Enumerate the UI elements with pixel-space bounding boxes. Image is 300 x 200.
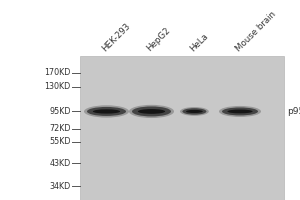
Ellipse shape [182, 108, 206, 115]
Bar [80, 56, 284, 200]
Ellipse shape [219, 106, 261, 117]
Ellipse shape [180, 107, 209, 116]
Ellipse shape [222, 107, 258, 115]
Ellipse shape [87, 107, 126, 116]
Text: 72KD: 72KD [49, 124, 70, 133]
Ellipse shape [227, 110, 253, 113]
Text: p95: p95 [287, 107, 300, 116]
Ellipse shape [138, 109, 165, 114]
Text: 170KD: 170KD [44, 68, 70, 77]
Ellipse shape [93, 109, 120, 114]
Text: 130KD: 130KD [44, 82, 70, 91]
Ellipse shape [84, 105, 129, 118]
Text: 43KD: 43KD [49, 159, 70, 168]
Text: HeLa: HeLa [188, 31, 210, 53]
Ellipse shape [186, 110, 203, 113]
Text: HepG2: HepG2 [145, 26, 172, 53]
Ellipse shape [132, 106, 171, 116]
Text: Mouse brain: Mouse brain [234, 9, 278, 53]
Text: 34KD: 34KD [49, 182, 70, 191]
Text: 95KD: 95KD [49, 107, 70, 116]
Text: 55KD: 55KD [49, 137, 70, 146]
Ellipse shape [129, 105, 174, 118]
Text: HEK-293: HEK-293 [100, 21, 132, 53]
